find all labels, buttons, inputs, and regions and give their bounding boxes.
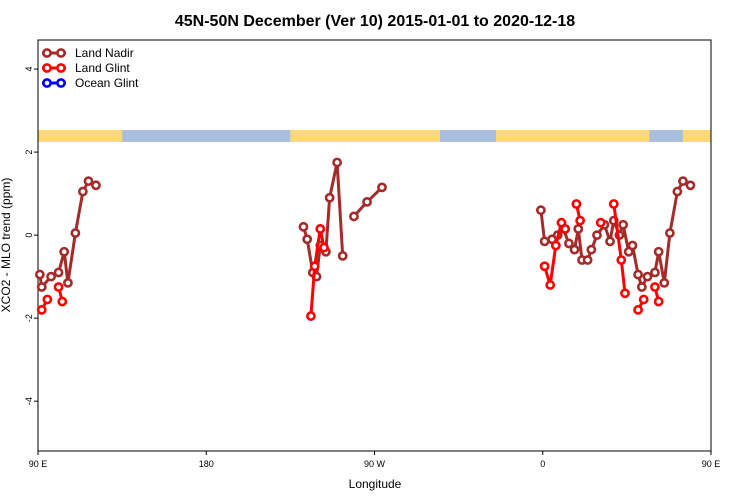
land-glint-line bbox=[612, 203, 627, 294]
land-nadir-point bbox=[34, 269, 45, 280]
land-nadir-line bbox=[38, 179, 97, 289]
land-nadir-point bbox=[653, 246, 664, 257]
land-glint-point bbox=[539, 261, 550, 272]
land-nadir-point bbox=[298, 221, 309, 232]
land-nadir-point bbox=[535, 205, 546, 216]
land-glint-point bbox=[653, 296, 664, 307]
land-nadir-point bbox=[302, 234, 313, 245]
y-tick-label: 2 bbox=[24, 150, 34, 155]
land-nadir-point bbox=[53, 267, 64, 278]
land-nadir-point bbox=[569, 244, 580, 255]
land-nadir-point bbox=[539, 236, 550, 247]
land-nadir-point bbox=[362, 197, 372, 207]
land-nadir-point bbox=[324, 192, 335, 203]
land-band bbox=[496, 130, 650, 142]
land-nadir-point bbox=[83, 176, 94, 187]
land-glint-point bbox=[306, 311, 316, 321]
land-glint-point bbox=[620, 288, 630, 299]
land-glint-point bbox=[53, 282, 64, 292]
land-nadir-point bbox=[63, 277, 73, 288]
y-tick-label: -2 bbox=[24, 314, 34, 322]
x-tick-label: 90 W bbox=[364, 459, 386, 469]
land-nadir-point bbox=[586, 244, 597, 255]
land-band bbox=[290, 130, 440, 142]
land-band bbox=[682, 130, 711, 142]
land-nadir-point bbox=[627, 240, 638, 251]
land-nadir-point bbox=[573, 223, 584, 234]
land-glint-point bbox=[638, 294, 649, 305]
land-nadir-point bbox=[77, 186, 88, 197]
land-nadir-point bbox=[618, 219, 629, 230]
land-glint-point bbox=[571, 199, 582, 209]
land-nadir-point bbox=[636, 282, 647, 292]
x-tick-label: 180 bbox=[199, 459, 214, 469]
land-nadir-point bbox=[678, 176, 688, 187]
series-layer bbox=[34, 157, 696, 321]
land-glint-point bbox=[616, 255, 627, 265]
land-glint-point bbox=[575, 215, 586, 226]
land-nadir-point bbox=[564, 238, 574, 249]
land-nadir-point bbox=[337, 250, 348, 261]
x-tick-label: 0 bbox=[540, 459, 545, 469]
legend-ocean-glint-marker bbox=[42, 78, 52, 88]
land-nadir-point bbox=[642, 271, 653, 282]
land-glint-point bbox=[319, 242, 329, 253]
land-glint-line bbox=[309, 227, 326, 317]
land-nadir-point bbox=[377, 182, 387, 193]
x-tick-label: 90 E bbox=[29, 459, 48, 469]
land-nadir-point bbox=[685, 180, 696, 191]
axis-ticks: 90 E 180 90 W 0 90 E -4 -2 0 2 4 bbox=[24, 67, 720, 469]
legend-land-nadir-marker bbox=[56, 48, 66, 58]
land-nadir-point bbox=[70, 228, 81, 238]
land-nadir-point bbox=[592, 230, 602, 241]
land-nadir-point bbox=[332, 157, 343, 168]
chart-title: 45N-50N December (Ver 10) 2015-01-01 to … bbox=[175, 13, 575, 30]
land-glint-point bbox=[309, 261, 320, 272]
land-nadir-point bbox=[650, 267, 660, 278]
legend-ocean-glint-label: Ocean Glint bbox=[75, 76, 139, 90]
land-glint-point bbox=[57, 296, 68, 307]
legend-land-glint-marker bbox=[42, 63, 52, 73]
land-nadir-point bbox=[46, 271, 56, 282]
land-glint-point bbox=[550, 240, 561, 251]
x-tick-label: 90 E bbox=[702, 459, 721, 469]
y-tick-label: 4 bbox=[24, 67, 34, 72]
land-glint-point bbox=[315, 223, 326, 234]
land-glint-point bbox=[545, 280, 556, 290]
legend-land-glint-marker bbox=[56, 63, 66, 73]
land-nadir-point bbox=[659, 277, 670, 288]
y-tick-label: -4 bbox=[24, 397, 34, 405]
land-nadir-point bbox=[36, 282, 47, 292]
x-axis-label: Longitude bbox=[349, 477, 402, 491]
land-nadir-point bbox=[605, 236, 615, 247]
land-nadir-point bbox=[349, 211, 359, 222]
land-glint-point bbox=[633, 304, 643, 315]
y-axis-label: XCO2 - MLO trend (ppm) bbox=[0, 178, 13, 313]
land-band bbox=[38, 130, 123, 142]
land-nadir-point bbox=[672, 186, 683, 197]
land-glint-point bbox=[608, 199, 619, 209]
land-nadir-point bbox=[633, 269, 643, 280]
land-glint-point bbox=[36, 304, 47, 315]
land-glint-point bbox=[650, 282, 660, 292]
land-nadir-point bbox=[91, 180, 101, 191]
legend-land-nadir-marker bbox=[42, 48, 52, 58]
land-nadir-line bbox=[302, 161, 345, 279]
land-nadir-point bbox=[582, 255, 593, 265]
land-glint-point bbox=[560, 223, 571, 234]
legend-ocean-glint-marker bbox=[56, 78, 66, 88]
legend-land-nadir-label: Land Nadir bbox=[75, 46, 134, 60]
land-glint-point bbox=[595, 217, 606, 228]
land-glint-point bbox=[42, 294, 53, 305]
legend-land-glint-label: Land Glint bbox=[75, 61, 130, 75]
land-ocean-band bbox=[38, 130, 711, 142]
land-nadir-point bbox=[664, 228, 675, 238]
land-nadir-point bbox=[59, 246, 70, 257]
y-tick-label: 0 bbox=[24, 233, 34, 238]
